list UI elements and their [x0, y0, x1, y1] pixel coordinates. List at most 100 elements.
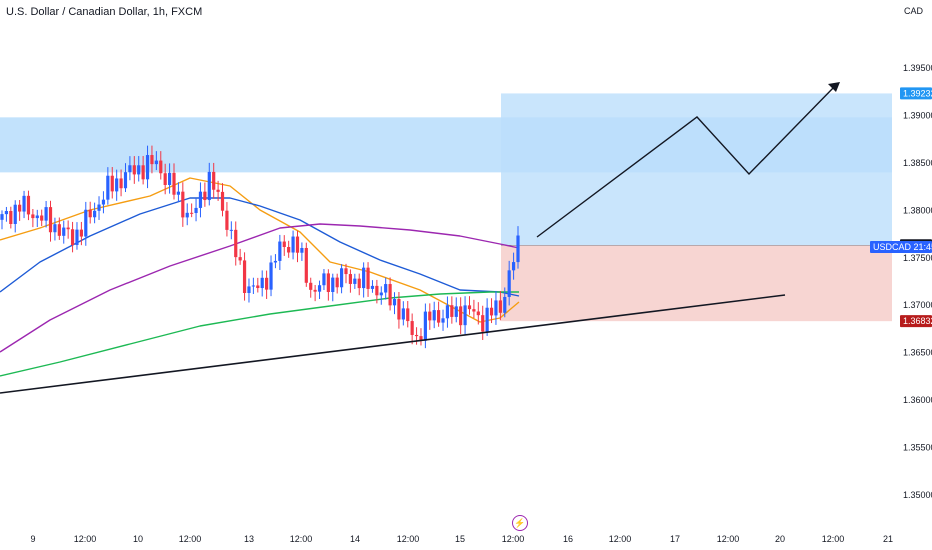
candle-body — [265, 277, 269, 290]
candle-body — [128, 165, 132, 173]
candle-body — [137, 165, 141, 175]
candle-body — [181, 191, 185, 218]
candle-body — [339, 268, 344, 288]
candle-body — [410, 321, 414, 335]
candle-body — [145, 155, 150, 180]
candle-body — [190, 212, 194, 214]
candle-body — [348, 274, 353, 284]
candle-body — [423, 311, 427, 341]
candle-body — [57, 224, 61, 236]
candle-body — [31, 214, 35, 219]
candle-body — [406, 308, 410, 322]
target-price-tag-bg — [900, 87, 932, 100]
candle-body — [454, 306, 458, 317]
candle-body — [48, 207, 53, 233]
candle-body — [445, 305, 450, 319]
candle-body — [22, 195, 26, 212]
candle-body — [198, 191, 203, 208]
candle-body — [344, 268, 348, 275]
ema-slow-line — [0, 223, 520, 353]
time-tick-label: 14 — [350, 534, 360, 544]
candle-body — [375, 285, 379, 296]
candle-body — [185, 212, 189, 218]
candle-body — [79, 229, 83, 237]
drawings[interactable] — [0, 82, 840, 394]
time-tick-label: 12:00 — [717, 534, 740, 544]
candle-body — [44, 207, 48, 221]
candle-body — [335, 277, 339, 288]
candle-body — [494, 300, 498, 316]
price-tick-label: 1.37500 — [903, 253, 932, 263]
candle-body — [459, 306, 463, 326]
candle-body — [511, 262, 516, 271]
candle-body — [176, 191, 181, 195]
candle-body — [220, 191, 225, 211]
time-tick-label: 12:00 — [290, 534, 313, 544]
candle-body — [242, 260, 247, 294]
candle-body — [70, 229, 75, 245]
candle-body — [291, 236, 295, 253]
candle-body — [326, 273, 330, 292]
candle-body — [428, 311, 432, 321]
time-tick-label: 16 — [563, 534, 573, 544]
candle-body — [353, 278, 357, 284]
candle-body — [370, 285, 375, 289]
candle-body — [476, 311, 480, 316]
time-tick-label: 12:00 — [179, 534, 202, 544]
moving-averages — [0, 177, 520, 377]
candle-body — [18, 204, 22, 212]
time-tick-label: 12:00 — [502, 534, 525, 544]
candle-body — [154, 160, 158, 165]
stop-price-tag-text: 1.36832 — [903, 316, 932, 326]
candle-body — [115, 178, 119, 192]
time-tick-label: 12:00 — [822, 534, 845, 544]
candle-body — [516, 235, 520, 263]
candle-body — [0, 214, 4, 220]
candle-body — [304, 247, 308, 283]
candle-body — [397, 299, 401, 320]
candle-body — [159, 160, 163, 174]
candle-body — [110, 175, 114, 192]
candle-body — [251, 285, 255, 287]
time-tick-label: 9 — [30, 534, 35, 544]
candle-body — [322, 273, 326, 286]
candle-body — [295, 236, 300, 253]
symbol-tag-text: USDCAD 21:45 — [873, 242, 932, 252]
price-tick-label: 1.37000 — [903, 300, 932, 310]
target-price-tag-text: 1.39232 — [903, 88, 932, 98]
price-axis[interactable]: 1.35000 1.35500 1.36000 1.36500 1.37000 1.375… — [903, 63, 932, 500]
candle-body — [163, 173, 167, 185]
lightning-icon[interactable]: ⚡ — [512, 515, 528, 531]
candle-body — [150, 155, 154, 165]
candle-body — [313, 289, 317, 292]
price-tick-label: 1.36500 — [903, 348, 932, 358]
ema-mid-line — [0, 197, 520, 297]
price-tick-label: 1.38500 — [903, 158, 932, 168]
candle-body — [216, 189, 220, 192]
candle-body — [132, 165, 136, 175]
candle-body — [93, 210, 97, 218]
time-tick-label: 12:00 — [397, 534, 420, 544]
candle-body — [75, 229, 79, 245]
time-tick-label: 15 — [455, 534, 465, 544]
time-tick-label: 21 — [883, 534, 893, 544]
candle-body — [287, 247, 291, 253]
candle-body — [419, 336, 423, 341]
candle-body — [238, 257, 242, 261]
candle-body — [467, 305, 472, 310]
price-tick-label: 1.36000 — [903, 395, 932, 405]
candle-body — [331, 277, 335, 292]
projected-path — [536, 84, 837, 238]
candle-body — [278, 241, 282, 261]
currency-label: CAD — [904, 6, 924, 16]
time-axis[interactable]: 9 12:00 10 12:00 13 12:00 14 12:00 15 12:00 16 12:0… — [30, 534, 893, 544]
time-tick-label: 20 — [775, 534, 785, 544]
candle-body — [414, 334, 419, 337]
projection-arrowhead — [828, 82, 840, 92]
candle-body — [172, 172, 176, 195]
drawing-zones[interactable] — [0, 93, 892, 322]
ema-long-line — [0, 291, 519, 377]
candle-body — [256, 285, 260, 289]
candle-body — [309, 282, 313, 290]
